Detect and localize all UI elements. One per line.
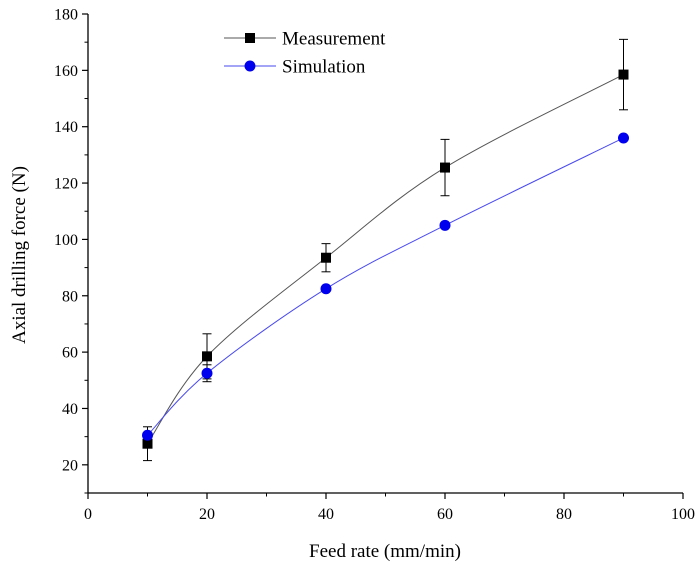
x-tick-label: 60 — [437, 506, 453, 523]
data-point — [202, 351, 212, 362]
legend-label: Measurement — [282, 29, 386, 50]
y-tick-label: 80 — [62, 288, 78, 305]
data-point — [321, 252, 331, 263]
x-tick-label: 0 — [84, 506, 92, 523]
x-tick-label: 20 — [199, 506, 215, 523]
x-tick-label: 100 — [671, 506, 695, 523]
data-point — [320, 283, 332, 295]
x-tick-label: 40 — [318, 506, 334, 523]
x-axis-title: Feed rate (mm/min) — [309, 541, 461, 562]
y-tick-label: 40 — [62, 401, 78, 418]
data-point — [618, 69, 629, 80]
y-tick-label: 180 — [54, 7, 78, 24]
y-tick-label: 20 — [62, 457, 78, 474]
y-tick-label: 100 — [54, 232, 78, 249]
y-tick-label: 140 — [54, 119, 78, 136]
legend-marker — [245, 33, 255, 43]
legend-marker — [244, 60, 256, 72]
legend-item-measurement: Measurement — [224, 29, 386, 50]
y-axis-title: Axial drilling force (N) — [9, 166, 30, 344]
data-point — [440, 162, 450, 173]
legend-label: Simulation — [282, 57, 366, 78]
axes: 0 20 40 60 80 100 20 40 60 80 100 120 140 160 180 — [54, 7, 695, 524]
data-point — [201, 367, 213, 379]
legend-item-simulation: Simulation — [224, 57, 366, 78]
y-tick-label: 60 — [62, 345, 78, 362]
series-simulation — [142, 132, 629, 441]
y-tick-label: 160 — [54, 63, 78, 80]
data-point — [618, 132, 629, 144]
series-line — [147, 74, 624, 444]
series-layer — [142, 38, 629, 462]
series-measurement — [142, 38, 629, 462]
y-tick-label: 120 — [54, 176, 78, 193]
data-point — [142, 438, 153, 449]
data-point — [439, 219, 451, 231]
legend: Measurement Simulation — [224, 29, 386, 78]
series-line — [147, 137, 624, 436]
data-point — [142, 429, 153, 441]
x-tick-label: 80 — [556, 506, 572, 523]
